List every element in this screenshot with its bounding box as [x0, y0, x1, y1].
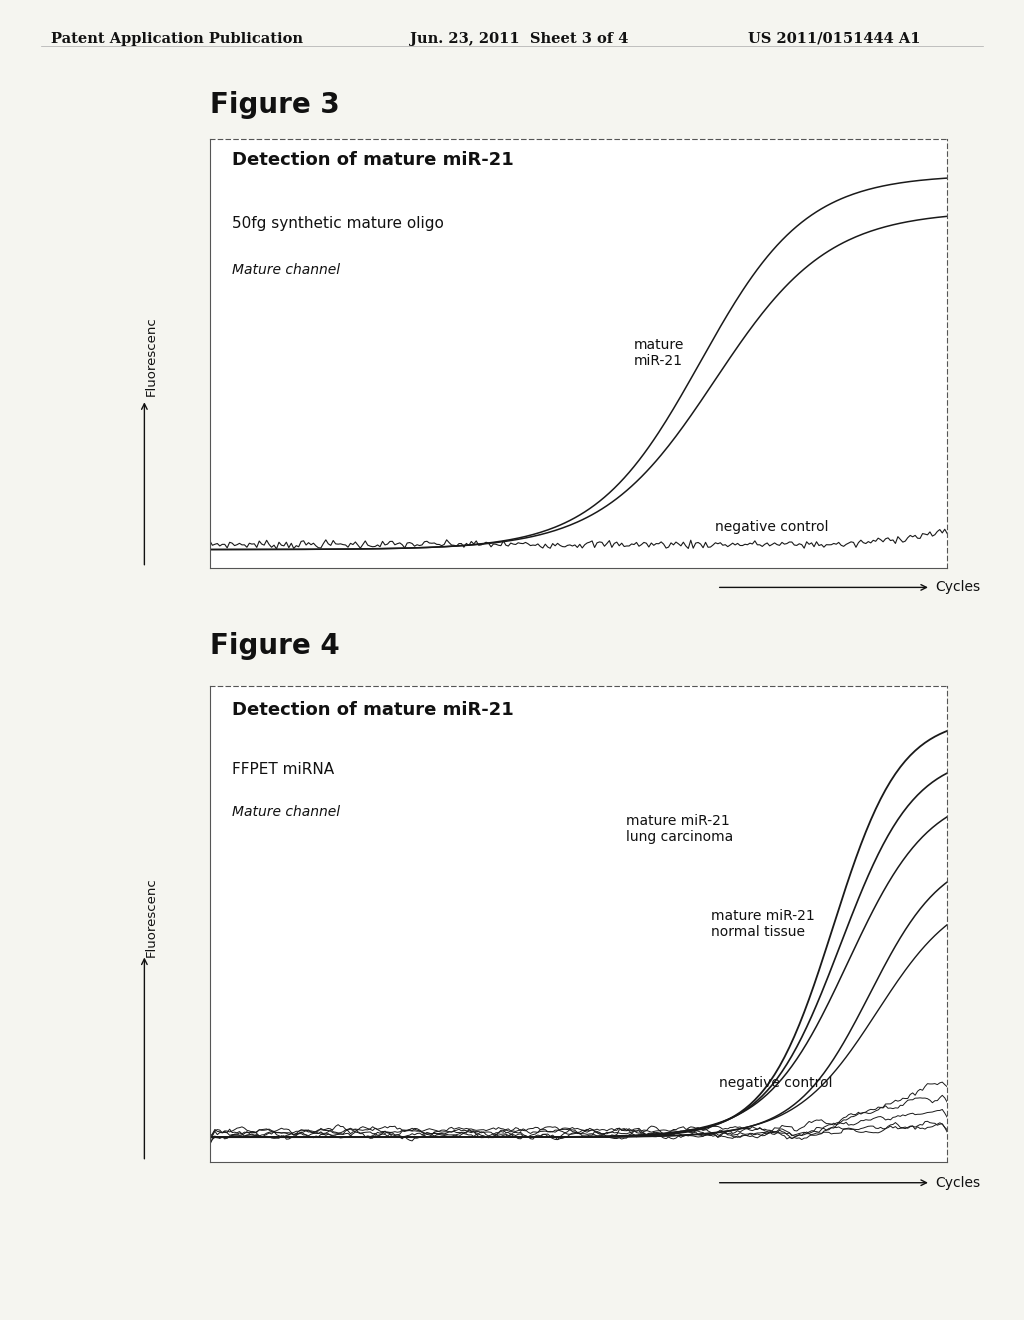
Text: Patent Application Publication: Patent Application Publication — [51, 32, 303, 46]
Text: Fluorescenc: Fluorescenc — [145, 317, 158, 396]
Text: negative control: negative control — [715, 520, 828, 533]
Text: Cycles: Cycles — [935, 581, 980, 594]
Text: Jun. 23, 2011  Sheet 3 of 4: Jun. 23, 2011 Sheet 3 of 4 — [410, 32, 628, 46]
Text: Detection of mature miR-21: Detection of mature miR-21 — [232, 152, 514, 169]
Text: 50fg synthetic mature oligo: 50fg synthetic mature oligo — [232, 215, 444, 231]
Text: Fluorescenc: Fluorescenc — [145, 878, 158, 957]
Text: mature miR-21
lung carcinoma: mature miR-21 lung carcinoma — [627, 814, 734, 843]
Text: mature miR-21
normal tissue: mature miR-21 normal tissue — [712, 909, 815, 939]
Text: US 2011/0151444 A1: US 2011/0151444 A1 — [748, 32, 920, 46]
Text: Figure 3: Figure 3 — [210, 91, 340, 119]
Text: Figure 4: Figure 4 — [210, 632, 340, 660]
Text: Mature channel: Mature channel — [232, 805, 340, 820]
Text: FFPET miRNA: FFPET miRNA — [232, 763, 334, 777]
Text: Detection of mature miR-21: Detection of mature miR-21 — [232, 701, 514, 718]
Text: Cycles: Cycles — [935, 1176, 980, 1189]
Text: mature
miR-21: mature miR-21 — [634, 338, 684, 368]
Text: negative control: negative control — [719, 1076, 833, 1090]
Text: Mature channel: Mature channel — [232, 263, 340, 277]
